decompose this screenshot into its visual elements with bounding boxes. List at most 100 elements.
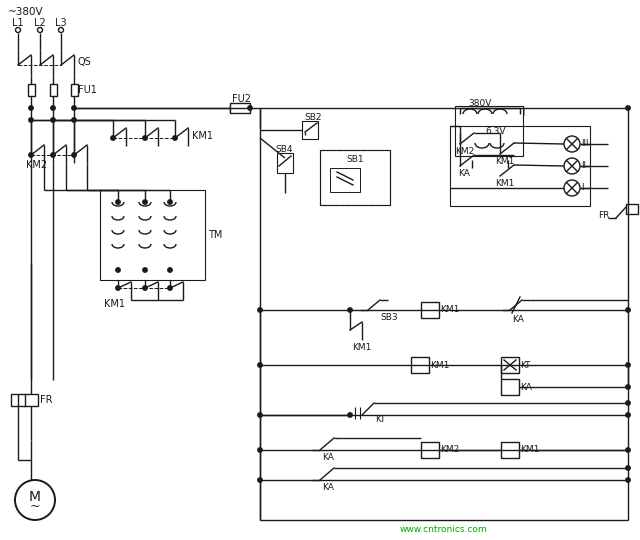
Bar [24,394,38,406]
Circle shape [51,153,55,157]
Text: KM1: KM1 [192,131,213,141]
Text: FU2: FU2 [232,94,251,104]
Text: KM1: KM1 [352,343,371,353]
Text: KT: KT [375,415,385,424]
Text: T: T [520,108,526,118]
Text: QS: QS [78,57,92,67]
Text: I: I [581,184,584,192]
Circle shape [626,308,630,312]
Circle shape [626,106,630,110]
Circle shape [72,106,76,110]
Circle shape [258,448,262,452]
Circle shape [116,268,120,272]
Circle shape [143,286,147,290]
Circle shape [258,363,262,367]
Text: L1: L1 [12,18,24,28]
Bar [70,84,77,96]
Text: KA: KA [322,454,334,462]
Bar [277,153,293,173]
Circle shape [143,200,147,204]
Circle shape [626,363,630,367]
Bar [450,126,590,206]
Circle shape [258,478,262,482]
Text: FU1: FU1 [78,85,97,95]
Text: L3: L3 [55,18,67,28]
Circle shape [348,413,352,417]
Text: KA: KA [322,483,334,492]
Circle shape [626,401,630,405]
Bar [421,442,439,458]
Circle shape [348,308,352,312]
Circle shape [116,200,120,204]
Circle shape [248,106,252,110]
Circle shape [258,413,262,417]
Circle shape [116,286,120,290]
Text: KM1: KM1 [430,361,449,369]
Bar [320,150,390,205]
Text: SB1: SB1 [346,156,364,165]
Circle shape [72,153,76,157]
Text: KA: KA [458,170,470,179]
Bar [330,168,360,192]
Text: TM: TM [208,230,222,240]
Text: KM1: KM1 [104,299,125,309]
Text: SB2: SB2 [304,113,321,123]
Bar [501,379,519,395]
Text: KM1: KM1 [520,446,540,455]
Text: SB3: SB3 [380,314,397,322]
Bar [49,84,56,96]
Text: KA: KA [512,315,524,325]
Circle shape [626,385,630,389]
Text: II: II [581,161,586,171]
Bar [626,204,638,214]
Text: KT: KT [520,361,531,369]
Text: KM1: KM1 [440,306,460,314]
Bar [230,105,250,111]
Bar [501,357,519,373]
Text: KM1: KM1 [495,179,515,188]
Circle shape [626,478,630,482]
Text: KM1: KM1 [495,158,515,166]
Text: L2: L2 [34,18,45,28]
Bar [421,302,439,318]
Text: KM2: KM2 [440,446,460,455]
Bar [11,394,25,406]
Bar [100,190,205,280]
Circle shape [29,118,33,122]
Bar [411,357,429,373]
Text: SB4: SB4 [275,145,292,153]
Text: ~380V: ~380V [8,7,44,17]
Text: KM2: KM2 [455,147,474,157]
Circle shape [143,136,147,140]
Text: M: M [29,490,41,504]
Circle shape [143,268,147,272]
Text: 380V: 380V [468,98,492,107]
Circle shape [29,106,33,110]
Text: FR: FR [40,395,52,405]
Circle shape [72,118,76,122]
Text: ~: ~ [29,500,40,512]
Bar [230,103,250,113]
Circle shape [168,286,172,290]
Text: www.cntronics.com: www.cntronics.com [400,525,488,535]
Circle shape [626,448,630,452]
Circle shape [626,466,630,470]
Circle shape [51,118,55,122]
Text: 6.3V: 6.3V [485,127,506,137]
Bar [501,442,519,458]
Circle shape [173,136,177,140]
Circle shape [168,268,172,272]
Text: KM2: KM2 [26,160,47,170]
Bar [455,106,523,156]
Bar [302,121,318,139]
Text: KA: KA [520,382,532,392]
Circle shape [258,308,262,312]
Text: FR: FR [598,211,609,219]
Circle shape [51,106,55,110]
Circle shape [168,200,172,204]
Circle shape [626,413,630,417]
Text: III: III [581,139,589,148]
Circle shape [29,153,33,157]
Circle shape [111,136,115,140]
Bar [28,84,35,96]
